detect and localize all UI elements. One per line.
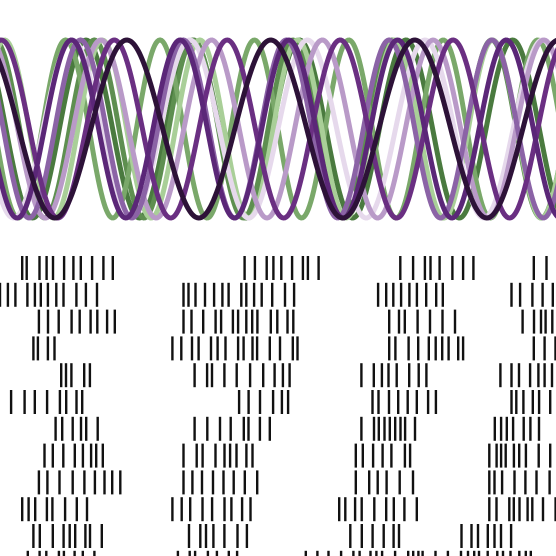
wave-series-8 xyxy=(0,37,556,221)
wave-series-7 xyxy=(0,37,556,221)
event-raster-plot xyxy=(0,256,556,556)
wave-line-plot xyxy=(0,37,556,221)
wave-series-9 xyxy=(0,37,556,221)
